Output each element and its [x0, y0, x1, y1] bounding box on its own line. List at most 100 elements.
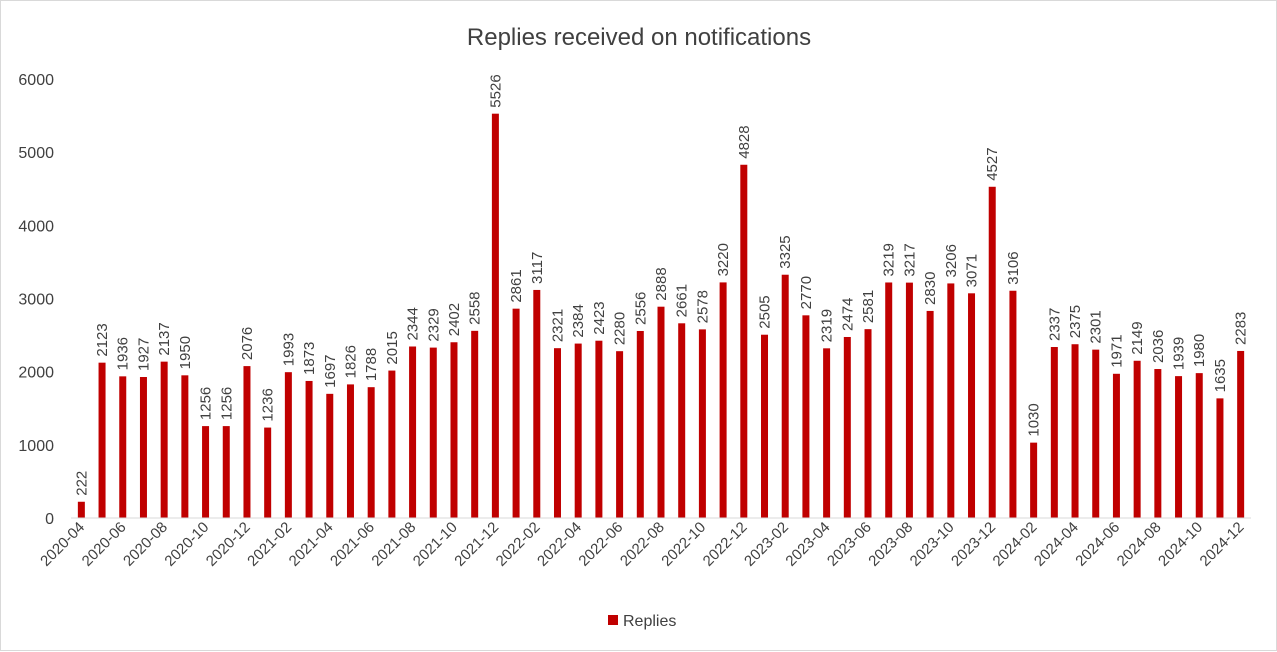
bar-2020-07 [139, 377, 147, 518]
data-label-2022-01: 2861 [508, 269, 525, 302]
data-label-2024-12: 2283 [1233, 312, 1250, 345]
x-tick-label: 2023-10 [907, 519, 958, 570]
x-tick-label: 2024-12 [1197, 519, 1248, 570]
data-label-2024-04: 2375 [1067, 305, 1084, 338]
bar-2020-09 [181, 375, 189, 518]
data-label-2022-11: 3220 [715, 243, 732, 276]
x-tick-label: 2020-10 [161, 519, 212, 570]
y-tick-label: 0 [45, 511, 54, 528]
x-tick-label: 2021-04 [286, 519, 337, 570]
data-label-2021-09: 2329 [425, 308, 442, 341]
y-tick-label: 5000 [18, 145, 54, 162]
chart-title: Replies received on notifications [467, 24, 811, 51]
bar-2020-12 [243, 366, 251, 518]
legend-swatch [608, 615, 618, 625]
data-label-2021-01: 1236 [260, 388, 277, 421]
data-label-2021-05: 1826 [342, 345, 359, 378]
bar-2022-08 [657, 306, 665, 518]
bar-2021-12 [491, 113, 499, 518]
data-label-2024-05: 2301 [1088, 310, 1105, 343]
x-tick-label: 2023-04 [782, 519, 833, 570]
y-tick-label: 2000 [18, 365, 54, 382]
bar-2021-09 [429, 347, 437, 518]
bar-2022-10 [698, 329, 706, 518]
data-label-2021-10: 2402 [446, 303, 463, 336]
data-label-2021-04: 1697 [322, 354, 339, 387]
data-label-2022-08: 2888 [653, 267, 670, 300]
bar-2023-03 [802, 315, 810, 518]
x-tick-label: 2021-06 [327, 519, 378, 570]
x-tick-label: 2021-02 [244, 519, 295, 570]
data-label-2024-10: 1980 [1191, 334, 1208, 367]
x-tick-label: 2020-06 [79, 519, 130, 570]
data-label-2022-10: 2578 [694, 290, 711, 323]
data-label-2020-04: 222 [73, 471, 90, 496]
bar-2021-03 [305, 380, 313, 518]
bar-2024-07 [1133, 360, 1141, 518]
data-label-2023-05: 2474 [839, 298, 856, 331]
data-label-2024-07: 2149 [1129, 321, 1146, 354]
x-tick-label: 2024-04 [1031, 519, 1082, 570]
x-tick-label: 2022-08 [617, 519, 668, 570]
bar-2023-05 [843, 336, 851, 518]
data-label-2022-05: 2423 [591, 301, 608, 334]
data-label-2024-01: 3106 [1005, 251, 1022, 284]
y-tick-label: 4000 [18, 218, 54, 235]
y-tick-label: 3000 [18, 292, 54, 309]
bar-2022-06 [616, 351, 624, 518]
bar-2024-05 [1092, 349, 1100, 518]
x-tick-label: 2024-08 [1114, 519, 1165, 570]
bar-2021-01 [264, 427, 272, 518]
data-label-2022-09: 2661 [674, 284, 691, 317]
bar-2021-05 [346, 384, 354, 518]
x-tick-label: 2021-10 [410, 519, 461, 570]
data-label-2023-08: 3217 [901, 243, 918, 276]
data-label-2023-04: 2319 [819, 309, 836, 342]
data-label-2021-11: 2558 [467, 291, 484, 324]
data-label-2020-11: 1256 [218, 387, 235, 420]
bar-2023-07 [885, 282, 893, 518]
data-label-2023-11: 3071 [964, 254, 981, 287]
y-axis: 0 1000 2000 3000 4000 5000 6000 [18, 72, 54, 528]
bar-2023-12 [988, 186, 996, 518]
legend: Replies [608, 613, 676, 630]
bar-2022-02 [533, 289, 541, 518]
x-tick-label: 2024-10 [1155, 519, 1206, 570]
y-tick-label: 1000 [18, 438, 54, 455]
x-tick-label: 2024-02 [990, 519, 1041, 570]
data-label-2021-08: 2344 [405, 307, 422, 340]
bar-2020-05 [98, 362, 106, 518]
data-label-2023-09: 2830 [922, 272, 939, 305]
legend-label: Replies [623, 613, 676, 630]
data-label-2023-02: 3325 [777, 235, 794, 268]
bar-2021-02 [284, 372, 292, 518]
data-label-2021-06: 1788 [363, 348, 380, 381]
data-label-2024-11: 1635 [1212, 359, 1229, 392]
bar-2024-04 [1071, 344, 1079, 518]
x-tick-label: 2021-08 [368, 519, 419, 570]
bar-2021-07 [388, 370, 396, 518]
bar-2020-11 [222, 426, 230, 518]
data-label-2023-01: 2505 [757, 295, 774, 328]
data-label-2022-04: 2384 [570, 304, 587, 337]
data-labels-group: 222 2123 1936 1927 2137 1950 1256 1256 2076 1236 1… [73, 74, 1249, 495]
bar-2022-12 [740, 164, 748, 518]
bar-2022-07 [636, 330, 644, 518]
bar-2024-01 [1009, 290, 1017, 518]
x-tick-label: 2020-08 [120, 519, 171, 570]
x-tick-label: 2022-10 [658, 519, 709, 570]
bar-2021-10 [450, 342, 458, 518]
bar-2021-04 [326, 393, 334, 518]
x-tick-label: 2021-12 [451, 519, 502, 570]
data-label-2021-03: 1873 [301, 342, 318, 375]
bar-2021-06 [367, 387, 375, 518]
data-label-2023-10: 3206 [943, 244, 960, 277]
x-tick-label: 2022-06 [575, 519, 626, 570]
bar-2022-09 [678, 323, 686, 518]
data-label-2022-12: 4828 [736, 125, 753, 158]
bar-2021-11 [471, 330, 479, 518]
data-label-2020-09: 1950 [177, 336, 194, 369]
bar-2022-04 [574, 343, 582, 518]
bar-2020-06 [119, 376, 127, 518]
